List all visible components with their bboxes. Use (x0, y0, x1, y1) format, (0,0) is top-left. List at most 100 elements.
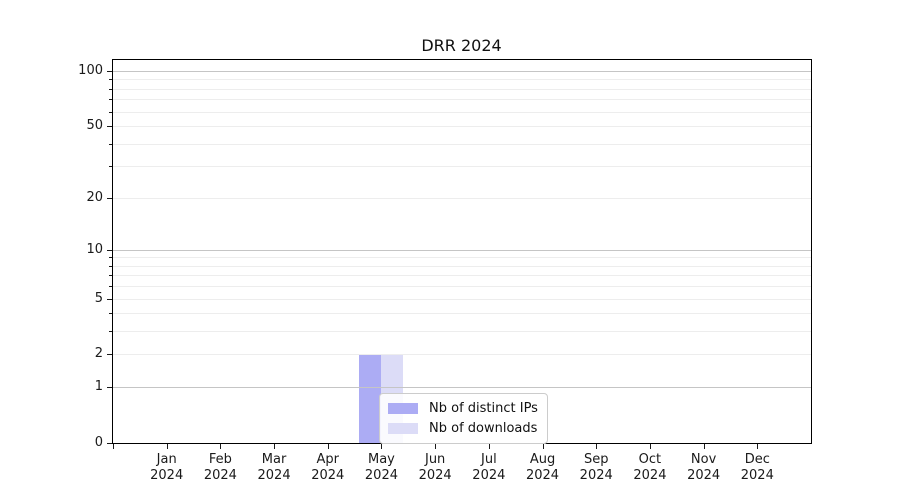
gridline-minor (113, 331, 811, 333)
y-tick-mark (107, 197, 112, 199)
y-minor-tick-mark (109, 257, 112, 259)
x-tick-label-month: Jun (424, 452, 446, 467)
plot-area: 0 1 2 5 10 20 50 100 Jan 2024 Feb 2024 Mar 2024 Apr 20… (78, 59, 812, 483)
x-tick-label-month: Oct (638, 452, 662, 467)
gridline-minor (113, 111, 811, 113)
y-tick-mark (107, 249, 112, 251)
x-tick-label-year: 2024 (740, 468, 774, 483)
x-tick-mark (488, 444, 490, 449)
gridline-minor (113, 257, 811, 259)
x-tick-mark (274, 444, 276, 449)
y-tick-label: 50 (86, 118, 103, 134)
y-tick-label: 5 (94, 290, 103, 306)
y-minor-tick-mark (109, 313, 112, 315)
y-minor-tick-mark (109, 166, 112, 168)
y-minor-tick-mark (109, 99, 112, 101)
x-tick-label-year: 2024 (472, 468, 506, 483)
y-tick-label: 1 (94, 379, 103, 395)
y-minor-tick-mark (109, 88, 112, 90)
gridline-minor (113, 166, 811, 168)
x-tick-label-year: 2024 (418, 468, 452, 483)
gridline-major (113, 70, 811, 72)
x-tick-label: Aug 2024 (515, 452, 571, 484)
x-tick-label-year: 2024 (364, 468, 398, 483)
y-minor-tick-mark (109, 331, 112, 333)
x-tick-label-year: 2024 (150, 468, 184, 483)
legend-label-distinct-ips: Nb of distinct IPs (429, 401, 538, 416)
x-tick-label-month: Mar (261, 452, 287, 467)
legend-item-downloads: Nb of downloads (388, 421, 538, 436)
x-tick-label: Jul 2024 (461, 452, 517, 484)
y-tick-mark (107, 354, 112, 356)
y-tick-label: 0 (94, 435, 103, 450)
legend-swatch-downloads-icon (388, 423, 418, 434)
x-tick-label-month: Nov (690, 452, 717, 467)
x-tick-mark (757, 444, 759, 449)
chart-title: DRR 2024 (421, 36, 502, 55)
gridline-minor (113, 126, 811, 128)
x-tick-label-year: 2024 (203, 468, 237, 483)
x-tick-label-month: Aug (529, 452, 556, 467)
x-tick-mark (703, 444, 705, 449)
x-tick-label: Mar 2024 (246, 452, 302, 484)
gridline-major (113, 249, 811, 251)
y-tick-mark (107, 126, 112, 128)
gridline-minor (113, 79, 811, 81)
y-tick-mark (107, 387, 112, 389)
gridline-minor (113, 354, 811, 356)
y-tick-label: 20 (86, 189, 103, 205)
x-tick-label-month: Sep (583, 452, 609, 467)
x-tick-label-year: 2024 (311, 468, 345, 483)
gridlines-layer (113, 60, 811, 443)
y-tick-label: 100 (78, 62, 103, 78)
y-minor-tick-mark (109, 286, 112, 288)
gridline-minor (113, 143, 811, 145)
gridline-minor (113, 286, 811, 288)
x-tick-label: Oct 2024 (622, 452, 678, 484)
y-minor-tick-mark (109, 79, 112, 81)
x-tick-label-month: May (368, 452, 395, 467)
y-tick-label: 10 (86, 241, 103, 257)
x-tick-label-month: Jan (156, 452, 177, 467)
x-tick-label-year: 2024 (257, 468, 291, 483)
y-tick-mark (107, 298, 112, 300)
x-tick-mark (166, 444, 168, 449)
y-tick-mark (107, 70, 112, 72)
x-tick-label-month: Dec (744, 452, 770, 467)
x-tick-label: Dec 2024 (729, 452, 785, 484)
gridline-minor (113, 313, 811, 315)
y-minor-tick-mark (109, 265, 112, 267)
gridline-major (113, 387, 811, 389)
y-minor-tick-mark (109, 143, 112, 145)
gridline-minor (113, 99, 811, 101)
x-corner-tick-mark (113, 444, 114, 449)
gridline-minor (113, 88, 811, 90)
x-tick-label: Sep 2024 (568, 452, 624, 484)
x-tick-label-year: 2024 (525, 468, 560, 483)
x-tick-mark (649, 444, 651, 449)
x-tick-label: May 2024 (353, 452, 409, 484)
legend-swatch-distinct-ips-icon (388, 403, 418, 414)
x-tick-mark (542, 444, 544, 449)
x-tick-mark (435, 444, 437, 449)
legend-label-downloads: Nb of downloads (429, 421, 538, 436)
x-axis-layer: Jan 2024 Feb 2024 Mar 2024 Apr 2024 May 2024 Jun 20… (113, 60, 811, 483)
y-tick-label: 2 (94, 346, 103, 362)
y-minor-tick-mark (109, 111, 112, 113)
x-tick-label-year: 2024 (579, 468, 613, 483)
legend: Nb of distinct IPs Nb of downloads (379, 393, 548, 444)
x-tick-mark (381, 444, 383, 449)
x-tick-label: Jan 2024 (139, 452, 195, 484)
gridline-minor (113, 275, 811, 277)
x-tick-label-year: 2024 (633, 468, 667, 483)
x-tick-mark (220, 444, 222, 449)
gridline-minor (113, 265, 811, 267)
bar-may-series0 (359, 354, 382, 443)
legend-item-distinct-ips: Nb of distinct IPs (388, 401, 538, 416)
gridline-minor (113, 298, 811, 300)
x-tick-mark (596, 444, 598, 449)
x-tick-label-year: 2024 (687, 468, 721, 483)
x-tick-label: Jun 2024 (407, 452, 463, 484)
y-minor-tick-mark (109, 275, 112, 277)
